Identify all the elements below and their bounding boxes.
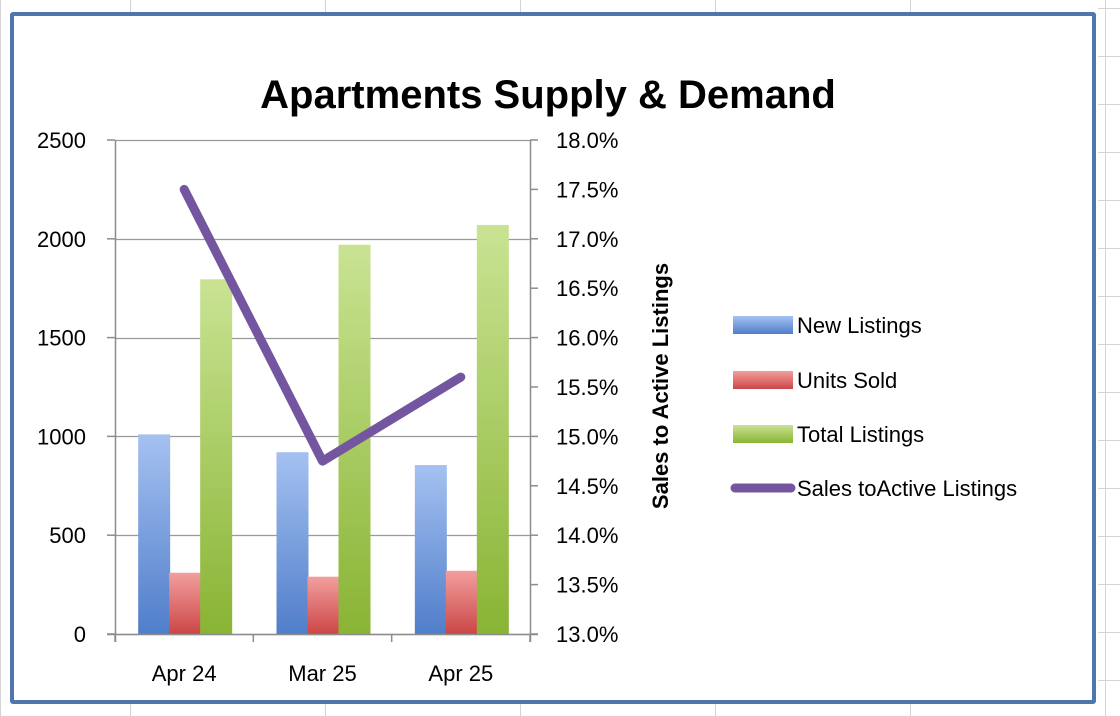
- right-tick-label: 16.5%: [556, 276, 618, 301]
- legend-label: Sales toActive Listings: [797, 476, 1017, 501]
- right-tick-label: 15.5%: [556, 375, 618, 400]
- left-tick-label: 0: [74, 622, 86, 647]
- legend-item-sales-toactive-listings[interactable]: Sales toActive Listings: [730, 476, 1017, 501]
- left-tick-label: 1500: [37, 326, 86, 351]
- x-tick-label: Apr 24: [152, 661, 217, 686]
- left-tick-label: 2000: [37, 227, 86, 252]
- x-tick-label: Apr 25: [428, 661, 493, 686]
- bar-new-listings: [138, 434, 171, 634]
- legend[interactable]: New Listings Units Sold Total Listings Sale…: [730, 313, 1017, 501]
- bars: [138, 224, 509, 634]
- right-tick-label: 18.0%: [556, 128, 618, 153]
- axes: 0 500 1000 1500 2000 2500 13.0% 13.5% 14.0% 14.5%…: [37, 128, 618, 686]
- legend-label: Units Sold: [797, 368, 897, 393]
- right-tick-label: 15.0%: [556, 424, 618, 449]
- left-tick-label: 1000: [37, 424, 86, 449]
- sales-ratio-line-layer: [179, 184, 466, 466]
- gridlines: [115, 139, 530, 636]
- right-axis-title: Sales to Active Listings: [648, 263, 673, 509]
- left-tick-label: 500: [49, 523, 86, 548]
- right-tick-label: 16.0%: [556, 326, 618, 351]
- bar-units-sold: [169, 572, 202, 634]
- bar-units-sold: [445, 570, 478, 634]
- bar-new-listings: [276, 452, 309, 634]
- legend-label: New Listings: [797, 313, 922, 338]
- right-tick-label: 17.5%: [556, 177, 618, 202]
- bar-new-listings: [414, 465, 447, 634]
- bar-total-listings: [476, 224, 509, 634]
- right-tick-label: 14.5%: [556, 474, 618, 499]
- right-tick-label: 13.5%: [556, 573, 618, 598]
- legend-swatch: [733, 316, 793, 334]
- bar-units-sold: [307, 576, 340, 634]
- left-tick-label: 2500: [37, 128, 86, 153]
- legend-item-units-sold[interactable]: Units Sold: [733, 368, 897, 393]
- legend-item-total-listings[interactable]: Total Listings: [733, 422, 924, 447]
- legend-label: Total Listings: [797, 422, 924, 447]
- right-tick-label: 14.0%: [556, 523, 618, 548]
- sales-ratio-line: [179, 184, 466, 466]
- legend-item-new-listings[interactable]: New Listings: [733, 313, 922, 338]
- chart-title: Apartments Supply & Demand: [260, 73, 836, 117]
- x-tick-label: Mar 25: [288, 661, 356, 686]
- legend-swatch: [733, 371, 793, 389]
- bar-total-listings: [200, 279, 233, 634]
- right-tick-label: 17.0%: [556, 227, 618, 252]
- right-tick-label: 13.0%: [556, 622, 618, 647]
- legend-swatch: [733, 425, 793, 443]
